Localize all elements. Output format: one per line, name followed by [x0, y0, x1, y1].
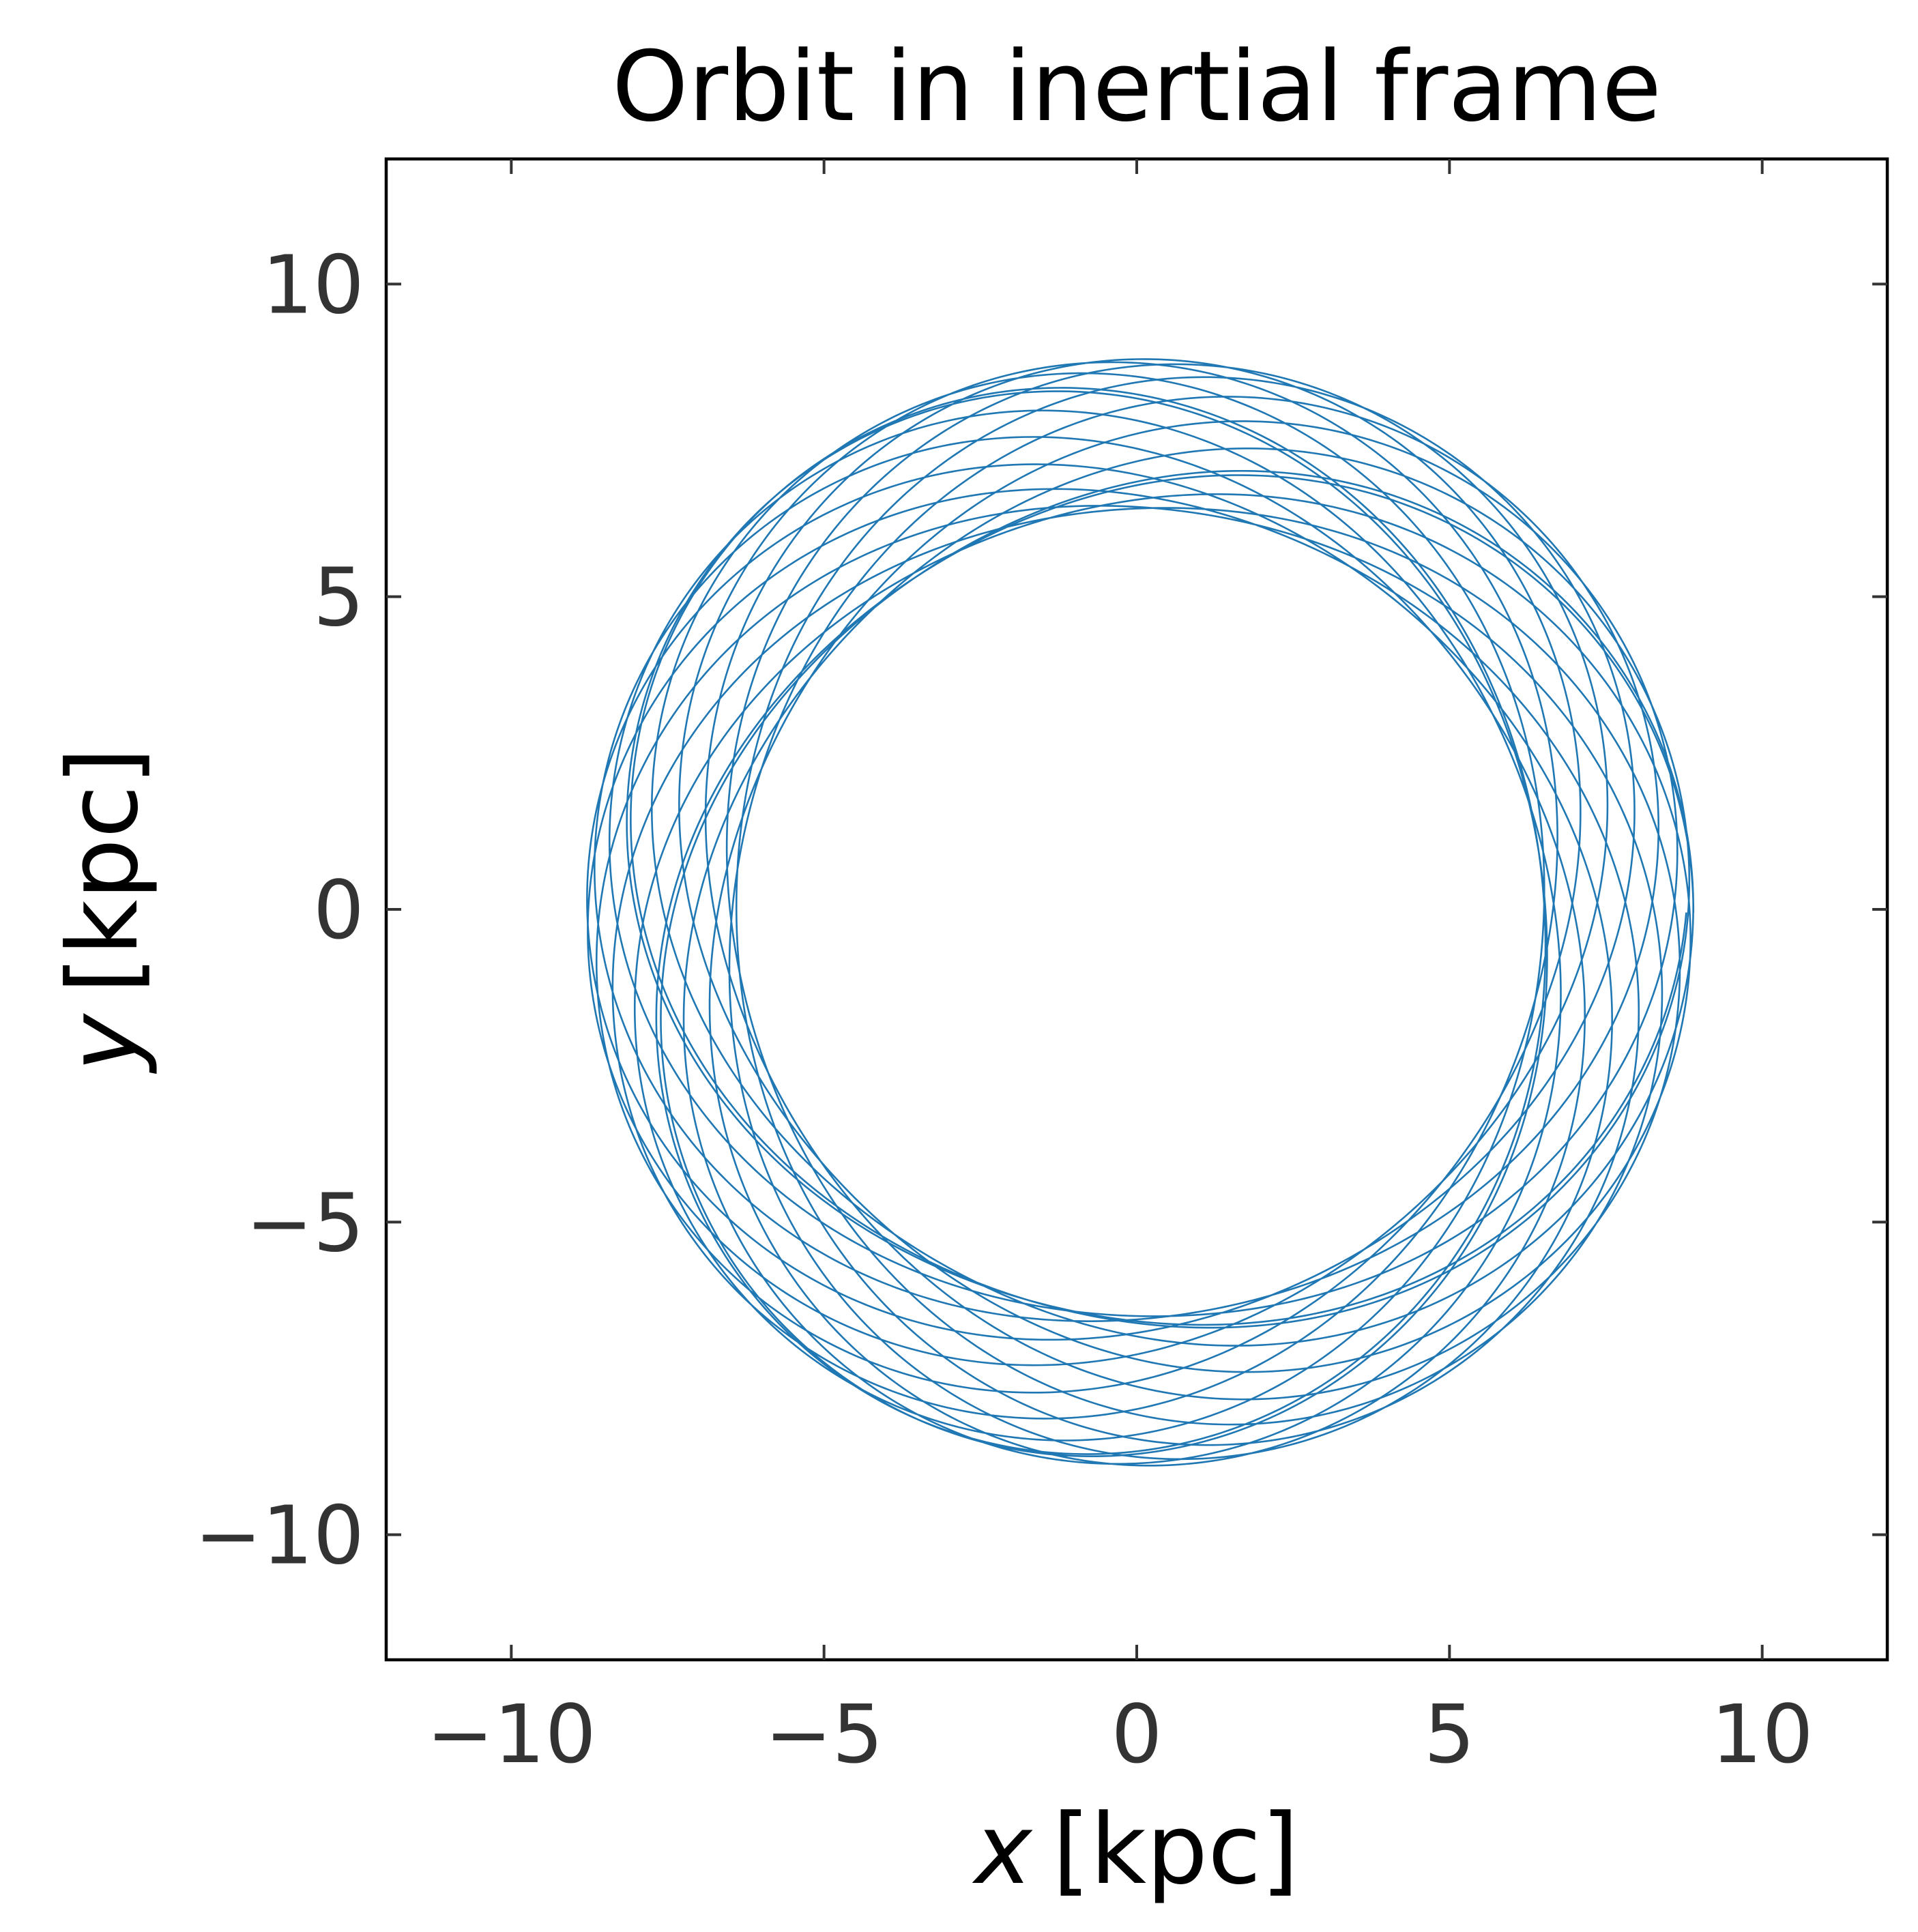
y-tick-label: −10: [194, 1489, 364, 1583]
x-axis-label: x [kpc]: [972, 1794, 1298, 1906]
plot-area: −10 −5 0 5 10 −10 −5 0 5 10: [194, 157, 1889, 1781]
y-tick-label: −5: [246, 1175, 364, 1270]
orbit-series: [586, 358, 1695, 1467]
x-tick-label: −5: [765, 1687, 884, 1781]
chart-title: Orbit in inertial frame: [612, 31, 1661, 143]
x-tick-label: 5: [1424, 1687, 1475, 1781]
x-tick-labels: −10 −5 0 5 10: [426, 1687, 1814, 1781]
y-tick-labels: −10 −5 0 5 10: [194, 237, 364, 1582]
x-tick-label: 0: [1111, 1687, 1162, 1781]
x-axis-variable: x: [972, 1794, 1033, 1906]
y-tick-label: 5: [313, 551, 364, 645]
x-axis-unit: [kpc]: [1052, 1794, 1298, 1906]
y-tick-label: 0: [313, 863, 364, 957]
y-axis-label: y [kpc]: [47, 747, 160, 1074]
y-axis-unit: [kpc]: [47, 747, 160, 993]
y-tick-label: 10: [262, 237, 364, 332]
axis-ticks: [386, 159, 1887, 1660]
x-tick-label: −10: [426, 1687, 596, 1781]
x-tick-label: 10: [1711, 1687, 1814, 1781]
orbit-path: [586, 358, 1695, 1467]
y-axis-variable: y: [47, 1013, 160, 1074]
